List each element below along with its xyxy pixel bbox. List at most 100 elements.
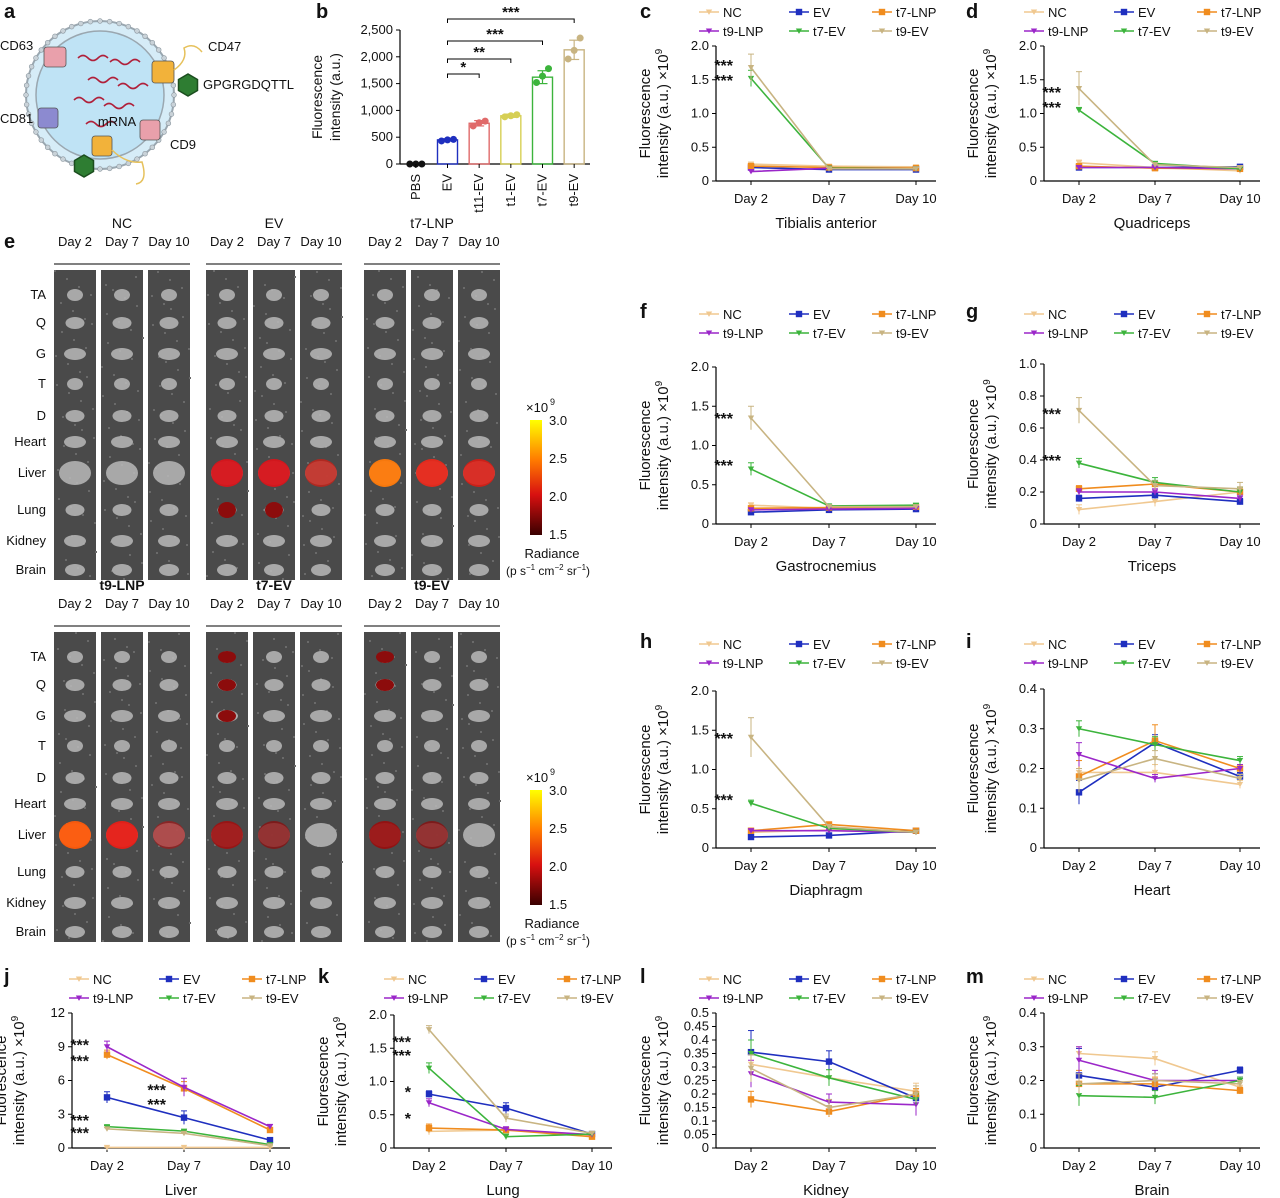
noise-speck [335,340,337,342]
organ-tissue [311,926,331,938]
noise-speck [188,837,190,839]
noise-speck [223,709,225,711]
panel-label-g: g [966,301,978,323]
noise-speck [384,791,386,793]
legend-label: t7-LNP [896,972,936,987]
organ-tissue [468,798,490,810]
organ-tissue [263,436,285,448]
noise-speck [236,567,238,569]
significance-label: *** [714,792,733,809]
series-t7-EV [747,1039,920,1105]
y-tick-label: 0.8 [1019,388,1037,403]
x-tick-label: Day 2 [734,858,768,873]
organ-tissue [158,710,180,722]
noise-speck [102,395,104,397]
noise-speck [65,738,67,740]
x-tick-label: Day 10 [895,191,936,206]
noise-speck [412,329,414,331]
noise-speck [87,461,89,463]
noise-speck [132,443,134,445]
organ-tissue [64,436,86,448]
y-tick-label: 2.0 [1019,38,1037,53]
day-label: Day 10 [148,596,189,611]
data-point [570,46,578,54]
lipid-head [116,20,122,27]
organ-tissue [310,535,332,547]
noise-speck [404,400,406,402]
noise-speck [441,781,443,783]
marker-t9-EV [502,1115,510,1121]
y-tick-label: 6 [58,1073,65,1088]
organ-tissue [219,740,235,752]
organ-tissue [114,378,130,390]
noise-speck [226,852,228,854]
marker-t9-EV [248,995,256,1001]
lipid-head [28,63,35,70]
x-tick-label: t7-EV [535,174,550,207]
noise-speck [245,376,247,378]
noise-speck [239,400,241,402]
marker-t7-EV [1075,726,1083,732]
noise-speck [84,318,86,320]
noise-speck [495,393,497,395]
organ-tissue [313,289,329,301]
legend-label: t9-LNP [723,991,763,1006]
day-label: Day 7 [415,596,449,611]
lipid-head [106,18,113,25]
noise-speck [340,287,342,289]
noise-speck [179,483,181,485]
legend-label: NC [723,5,742,20]
organ-tissue [421,348,443,360]
day-label: Day 7 [415,234,449,249]
significance-label: *** [502,4,520,21]
noise-speck [389,738,391,740]
noise-speck [268,691,270,693]
marker-t9-LNP [912,1102,920,1108]
noise-speck [246,640,248,642]
marker-NC [390,976,398,982]
organ-tissue [217,866,237,878]
noise-speck [62,905,64,907]
noise-speck [186,544,188,546]
organ-tissue [216,897,238,909]
organ-tissue [310,798,332,810]
noise-speck [115,667,117,669]
noise-speck [275,517,277,519]
noise-speck [488,332,490,334]
organ-tissue [158,348,180,360]
organ-tissue [374,897,396,909]
organ-tissue [217,926,237,938]
marker-EV [747,833,755,841]
legend-label: t7-LNP [896,637,936,652]
noise-speck [136,850,138,852]
noise-speck [468,544,470,546]
noise-speck [207,294,209,296]
noise-speck [492,560,494,562]
legend-label: t7-LNP [266,972,306,987]
organ-tissue [469,317,489,329]
legend-label: t9-LNP [723,326,763,341]
marker-EV [1075,495,1083,502]
organ-tissue [468,348,490,360]
significance-label: ** [473,44,485,61]
significance-label: *** [714,458,733,475]
noise-speck [481,816,483,818]
noise-speck [370,490,372,492]
lipid-head [87,18,94,25]
colorbar-tick: 2.5 [549,821,567,836]
organ-tissue [422,772,442,784]
data-point [406,160,414,168]
noise-speck [159,385,161,387]
significance-label: * [405,1084,412,1101]
noise-speck [65,559,67,561]
noise-speck [283,297,285,299]
organ-tissue [421,897,443,909]
organ-tissue [67,740,83,752]
noise-speck [281,728,283,730]
noise-speck [267,916,269,918]
noise-speck [139,683,141,685]
colorbar-title: Radiance [525,546,580,561]
noise-speck [301,430,303,432]
y-axis-label-line1: Fluorescence [637,724,654,814]
